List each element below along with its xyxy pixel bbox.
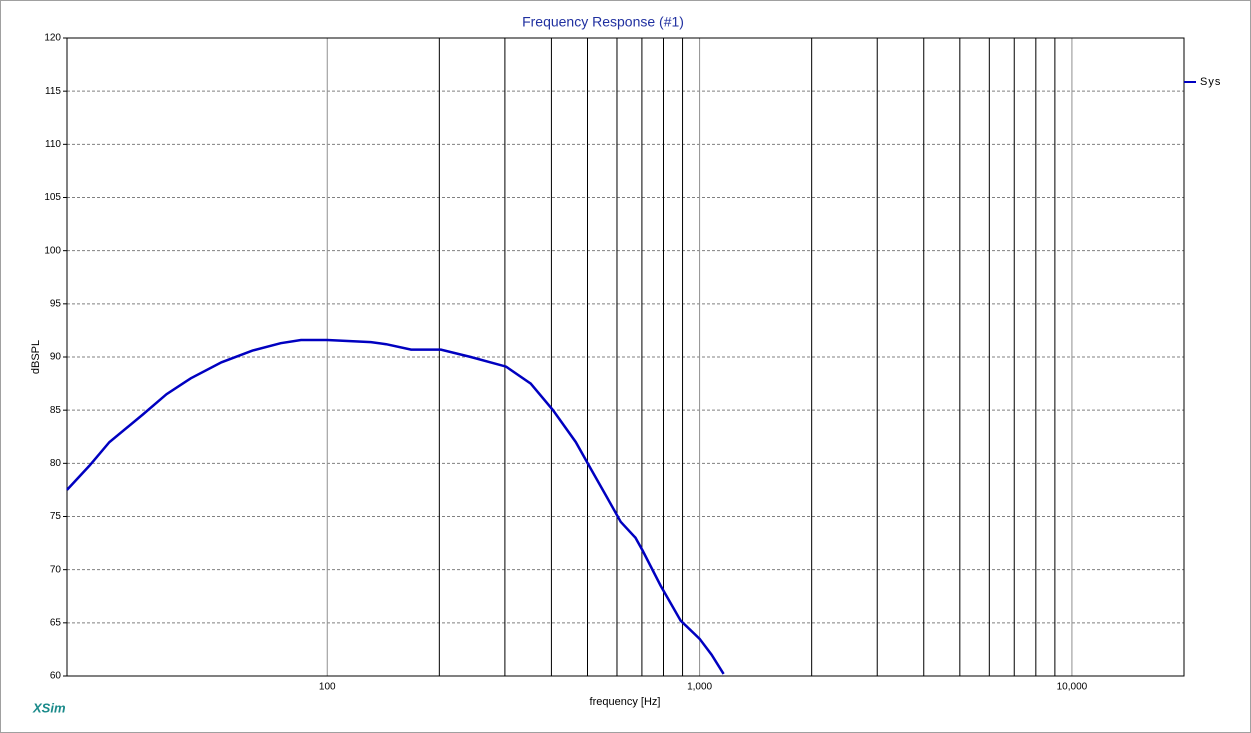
y-tick-label: 105 [44, 192, 61, 203]
x-axis-label: frequency [Hz] [590, 696, 661, 708]
y-tick-label: 65 [50, 617, 62, 628]
legend-label: Sys [1200, 76, 1221, 88]
y-tick-label: 95 [50, 298, 62, 309]
x-tick-label: 100 [319, 682, 336, 693]
y-tick-label: 110 [45, 139, 61, 150]
y-tick-label: 90 [50, 352, 62, 363]
watermark: XSim [32, 700, 66, 715]
y-tick-label: 100 [44, 245, 61, 256]
y-tick-label: 120 [44, 33, 61, 44]
plot-border [66, 37, 1185, 677]
y-tick-label: 60 [50, 671, 62, 682]
y-tick-label: 80 [50, 458, 62, 469]
y-tick-label: 70 [50, 564, 62, 575]
x-tick-label: 1,000 [687, 682, 712, 693]
x-tick-label: 10,000 [1057, 682, 1088, 693]
y-tick-label: 115 [45, 86, 61, 97]
y-tick-label: 75 [50, 511, 62, 522]
y-axis-label: dBSPL [30, 340, 42, 374]
chart-title: Frequency Response (#1) [522, 14, 684, 30]
data-line [66, 338, 725, 675]
y-tick-label: 85 [50, 405, 62, 416]
